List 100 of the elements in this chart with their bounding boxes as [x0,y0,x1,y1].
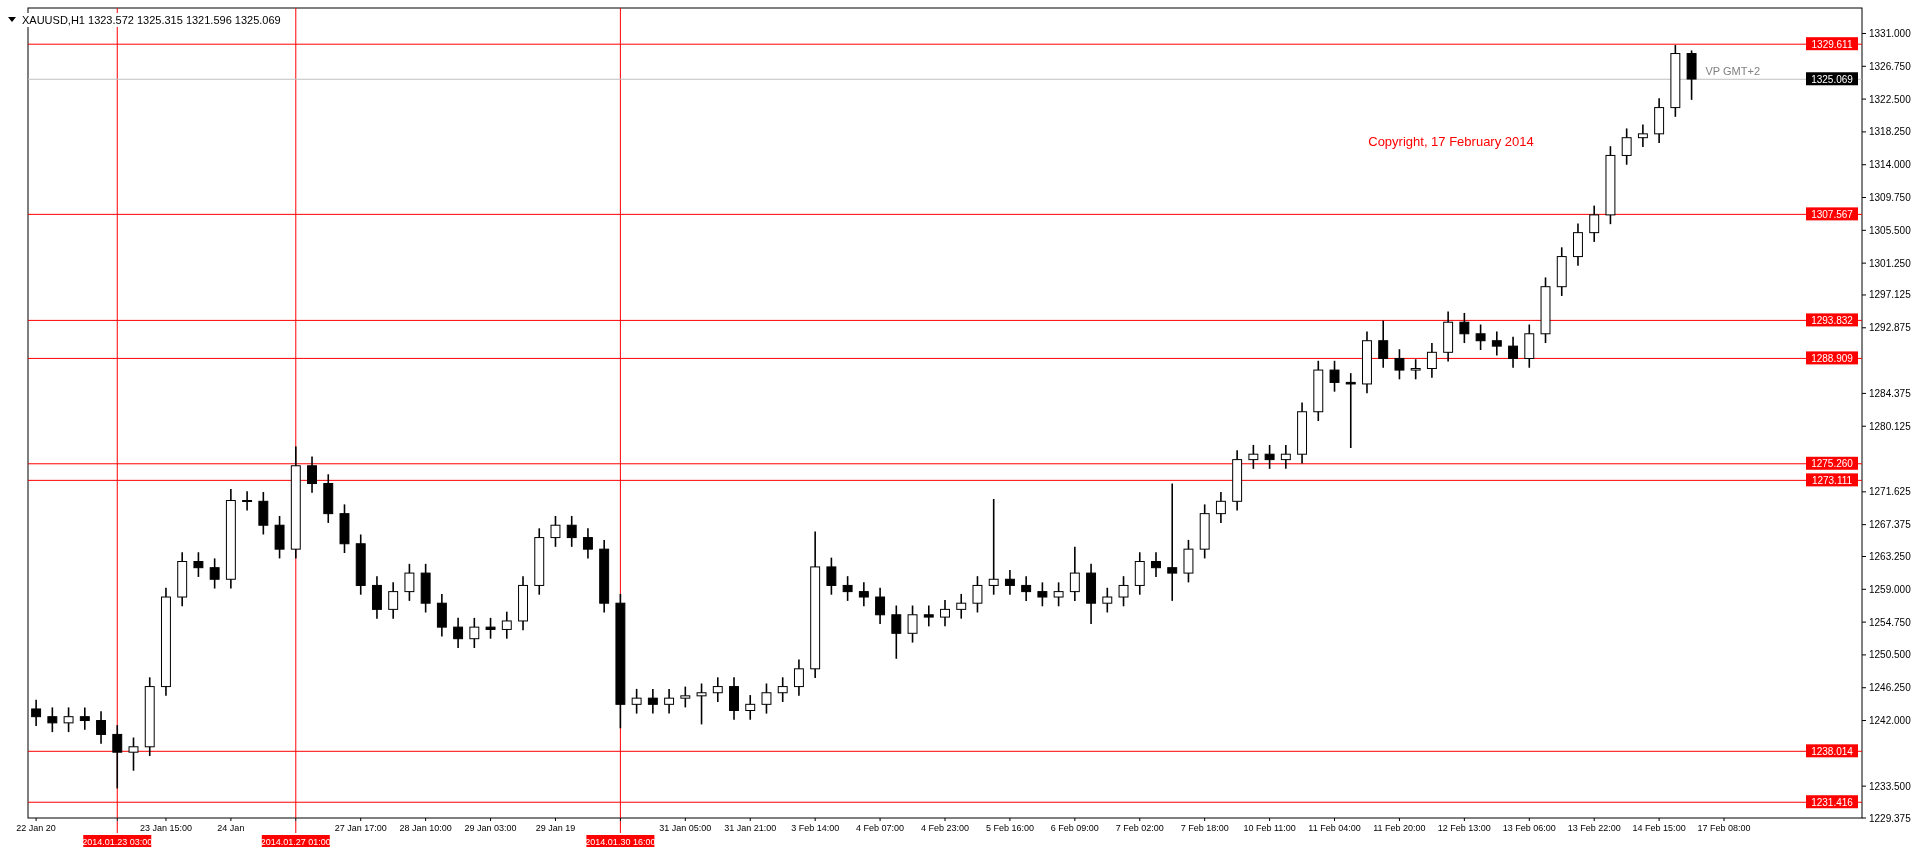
candlestick [1102,586,1113,614]
candlestick [193,551,204,578]
candlestick [566,515,577,548]
x-tick-label: 29 Jan 03:00 [464,822,517,833]
candlestick [631,688,642,715]
x-tick-label: 22 Jan 20 [16,822,56,833]
candlestick [923,604,934,628]
text: XAUUSD,H1 1323.572 1325.315 1321.596 1325.069 [22,14,281,26]
candlestick [47,706,58,733]
candlestick [582,527,593,560]
candlestick [1491,330,1502,357]
candlestick [729,676,739,721]
y-tick-label: 1284.375 [1869,387,1912,399]
ref-line-label: 1325.069 [1811,73,1854,85]
candlestick [1021,575,1032,602]
ref-line-label: 1275.260 [1811,458,1854,470]
y-tick-label: 1322.500 [1869,93,1912,105]
y-tick-label: 1250.500 [1869,649,1912,661]
candlestick [988,498,999,596]
candlestick [1037,581,1048,608]
candlestick [1426,342,1437,379]
x-tick-label: 28 Jan 10:00 [399,822,452,833]
y-tick-label: 1314.000 [1869,159,1912,171]
y-tick-label: 1263.250 [1869,550,1912,562]
candlestick [1004,569,1015,596]
x-tick-label: 12 Feb 13:00 [1437,822,1491,833]
x-tick-label: 6 Feb 09:00 [1050,822,1099,833]
candlestick [761,682,772,715]
candlestick [1167,482,1178,602]
x-tick-label: 10 Feb 11:00 [1243,822,1296,833]
candlestick [1573,222,1583,267]
candlestick [1410,358,1421,381]
candlestick [664,688,675,715]
y-tick-label: 1280.125 [1869,420,1912,432]
candlestick [1053,581,1064,608]
candlestick [485,617,496,640]
x-tick-label: 3 Feb 14:00 [791,822,840,833]
candlestick [453,617,464,649]
x-tick-label: 23 Jan 15:00 [139,822,192,833]
candlestick [712,676,723,703]
y-tick-label: 1318.250 [1869,126,1912,138]
x-tick-label: 7 Feb 02:00 [1115,822,1164,833]
candlestick [1118,575,1129,608]
candlestick [826,556,837,596]
candlestick [31,698,42,727]
candlestick [972,575,983,614]
candlestick [1215,491,1226,524]
candlestick [1475,323,1486,351]
candlestick [1621,127,1632,166]
candlestick [209,557,220,590]
x-tick-label: 29 Jan 19 [535,822,576,833]
candlestick [1280,444,1291,470]
y-tick-label: 1246.250 [1869,682,1912,694]
candlestick [388,581,399,620]
candlestick [956,593,967,620]
candlestick [940,599,950,628]
candlestick [1345,372,1356,449]
candlestick [63,706,74,733]
y-tick-label: 1309.750 [1869,192,1912,204]
x-tick-label: 13 Feb 06:00 [1502,822,1556,833]
x-tick-label: 4 Feb 23:00 [920,822,970,833]
y-tick-label: 1267.375 [1869,519,1912,531]
y-tick-label: 1254.750 [1869,616,1912,628]
ref-line-label: 1329.611 [1811,38,1853,50]
candlestick [79,706,90,731]
x-tick-label: 13 Feb 22:00 [1567,822,1621,833]
candlestick [1264,444,1275,470]
y-tick-label: 1242.000 [1869,715,1912,727]
x-tick-label: 14 Feb 15:00 [1632,822,1686,833]
candlestick [1248,444,1259,470]
candlestick [469,617,480,649]
y-tick-label: 1305.500 [1869,224,1912,236]
candlestick [404,563,415,602]
candlestick [307,455,317,494]
candlestick [1589,204,1600,243]
x-tick-label: 17 Feb 08:00 [1697,822,1751,833]
x-tick-label: 24 Jan [217,822,245,833]
candlestick [550,515,561,548]
x-tick-label: 31 Jan 21:00 [724,822,777,833]
candlestick [112,724,123,790]
candlestick [1508,336,1519,369]
candlestick [875,586,886,625]
candlestick [777,676,788,703]
ref-line-label: 1288.909 [1811,352,1854,364]
candlestick [907,604,918,644]
x-tick-label: 7 Feb 18:00 [1180,822,1229,833]
ref-line-label: 1238.014 [1811,745,1854,757]
candlestick [647,688,658,715]
annotation: VP GMT+2 [1705,65,1760,77]
candlestick [1183,539,1194,584]
x-tick-label: 27 Jan 17:00 [334,822,387,833]
candlestick [696,682,707,726]
candlestick [371,575,382,620]
ref-line-label: 1293.832 [1811,314,1854,326]
candlestick [274,515,285,560]
candlestick [1637,123,1648,148]
y-tick-label: 1271.625 [1869,486,1912,498]
candlestick [128,736,139,772]
y-tick-label: 1301.250 [1869,257,1912,269]
y-tick-label: 1326.750 [1869,60,1912,72]
